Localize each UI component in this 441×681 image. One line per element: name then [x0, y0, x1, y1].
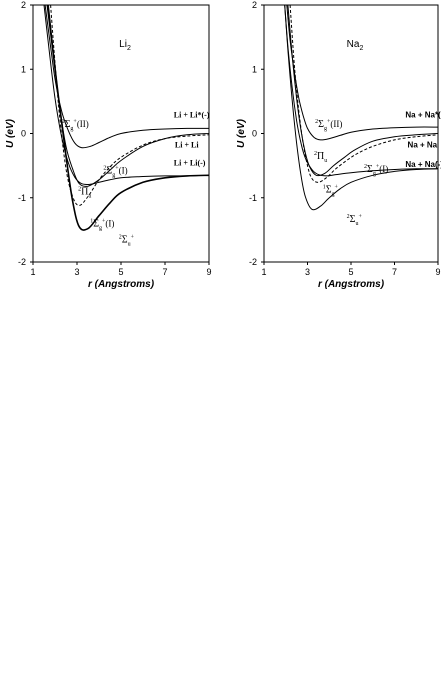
- na-ytick-label: -2: [249, 257, 257, 267]
- na-lab-2su: 2Σu+: [347, 214, 363, 227]
- na-lab-2pu: 2Πu: [314, 151, 327, 164]
- na-lab-2sgI: 2Σg+(I): [364, 164, 388, 177]
- na-2sg-I-curve: [284, 5, 438, 177]
- li-lab-2sgI: 2Σg+(I): [103, 165, 127, 178]
- li-y-axis-label: U (eV): [5, 118, 16, 148]
- li-lab-1sgI: 1Σg+(I): [90, 219, 114, 232]
- li-ytick-label: 0: [21, 129, 26, 139]
- li-xtick-label: 5: [118, 267, 123, 277]
- li-title-sub: 2: [127, 45, 131, 52]
- li-x-axis-label: r (Angstroms): [88, 279, 155, 290]
- li-xtick-label: 7: [162, 267, 167, 277]
- li-xtick-label: 3: [74, 267, 79, 277]
- na-xtick-label: 3: [305, 267, 310, 277]
- li-xtick-label: 1: [30, 267, 35, 277]
- li-2su-curve: [46, 5, 209, 231]
- na-2pu-curve: [287, 5, 438, 177]
- li-asym-3-label: Li + Li(-): [174, 159, 206, 168]
- na-y-axis-label: U (eV): [236, 118, 247, 148]
- na-ytick-label: 2: [252, 0, 257, 10]
- li-lab-2pu: 2Πu: [78, 187, 91, 200]
- li-ytick-label: 2: [21, 0, 26, 10]
- li-title-main: Li: [119, 39, 127, 50]
- na-asym-1-label: Na + Na*(-): [405, 110, 441, 119]
- na-lab-2sgII: 2Σg+(II): [315, 119, 342, 132]
- na-lab-1sg: 1Σg+: [323, 185, 339, 198]
- na-ytick-label: 0: [252, 129, 257, 139]
- li-ytick-label: 1: [21, 64, 26, 74]
- li-lab-2sgII: 2Σg+(II): [62, 119, 89, 132]
- na-2su-curve: [284, 5, 438, 211]
- na-ytick-label: -1: [249, 193, 257, 203]
- li-1sg-I-curve: [50, 5, 209, 207]
- na-ytick-label: 1: [252, 64, 257, 74]
- li-2sg-I-curve: [43, 5, 209, 185]
- na-title-main: Na: [347, 39, 360, 50]
- na-xtick-label: 1: [261, 267, 266, 277]
- na-asym-2-label: Na + Na: [408, 141, 438, 150]
- na-2sg-II-curve: [286, 5, 438, 141]
- na-xtick-label: 5: [348, 267, 353, 277]
- li-ytick-label: -1: [18, 193, 26, 203]
- na-asym-3-label: Na + Na(-): [405, 160, 441, 169]
- na-panel-title: Na2: [347, 39, 364, 52]
- li-asym-1-label: Li + Li*(-): [174, 110, 210, 119]
- na-1sg-curve: [289, 5, 438, 183]
- na-xtick-label: 9: [435, 267, 440, 277]
- li-xtick-label: 9: [206, 267, 211, 277]
- na-xtick-label: 7: [392, 267, 397, 277]
- li-asym-2-label: Li + Li: [175, 141, 199, 150]
- na-title-sub: 2: [359, 45, 363, 52]
- li-ytick-label: -2: [18, 257, 26, 267]
- na-x-axis-label: r (Angstroms): [318, 279, 385, 290]
- li-panel-title: Li2: [119, 39, 131, 52]
- li-lab-2su: 2Σu+: [119, 235, 135, 248]
